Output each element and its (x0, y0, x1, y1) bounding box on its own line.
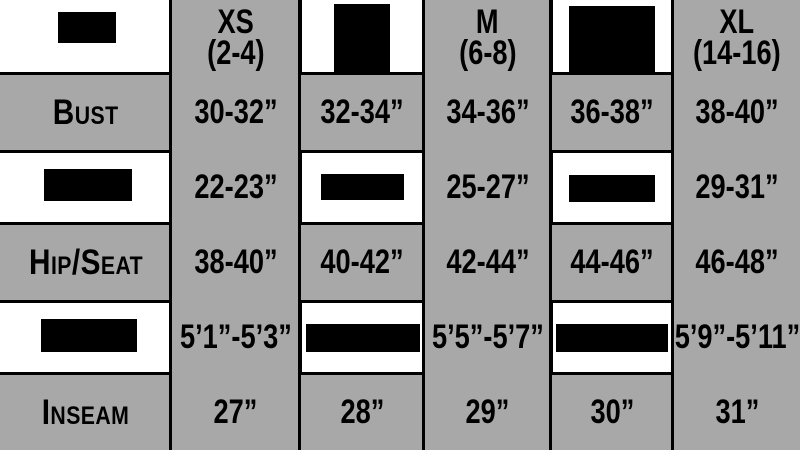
size-name: M (476, 2, 499, 41)
cell-hip-seat-hidden-size-2: 44-46” (550, 225, 674, 300)
cell-hip-seat-m: 42-44” (425, 225, 550, 300)
row-label-bust: Bust (0, 75, 172, 150)
cell-hidden-row-1-xl: 29-31” (674, 150, 800, 225)
redaction-box (306, 324, 420, 352)
redaction-box (334, 4, 390, 72)
row-label-inseam: Inseam (0, 375, 172, 450)
redacted-cell-row-1-size-2 (550, 150, 674, 225)
measurement-value: 29-31” (695, 168, 779, 206)
measurement-value: 25-27” (445, 168, 530, 206)
measurement-value: 5’9”-5’11” (674, 318, 800, 356)
measurement-value: 29” (465, 393, 510, 431)
measurement-value: 44-46” (570, 243, 654, 281)
redacted-cell-size-header-1 (299, 0, 425, 75)
cell-inseam-m: 29” (425, 375, 550, 450)
size-header-m: M (6-8) (425, 0, 550, 75)
row-label-text: Hip/Seat (28, 242, 144, 282)
cell-hip-seat-hidden-size-1: 40-42” (299, 225, 425, 300)
redaction-box (58, 12, 116, 43)
size-name: XS (217, 2, 254, 41)
size-name: XL (719, 2, 755, 41)
cell-hip-seat-xs: 38-40” (172, 225, 299, 300)
measurement-value: 42-44” (445, 243, 530, 281)
redaction-box (569, 6, 655, 72)
cell-inseam-xs: 27” (172, 375, 299, 450)
cell-hidden-row-2-m: 5’5”-5’7” (425, 300, 550, 375)
cell-inseam-hidden-size-1: 28” (299, 375, 425, 450)
measurement-value: 36-38” (570, 93, 654, 131)
size-header-xs: XS (2-4) (172, 0, 299, 75)
measurement-value: 38-40” (193, 243, 278, 281)
measurement-value: 28” (340, 393, 384, 431)
measurement-value: 22-23” (193, 168, 278, 206)
redacted-cell-row-1-size-1 (299, 150, 425, 225)
measurement-value: 30” (590, 393, 634, 431)
redacted-cell-row-label-header (0, 0, 172, 75)
measurement-value: 27” (213, 393, 258, 431)
cell-bust-m: 34-36” (425, 75, 550, 150)
redaction-box (321, 174, 404, 200)
cell-hidden-row-2-xl: 5’9”-5’11” (674, 300, 800, 375)
measurement-value: 46-48” (695, 243, 779, 281)
column-divider (549, 0, 552, 450)
cell-inseam-hidden-size-2: 30” (550, 375, 674, 450)
column-divider (422, 0, 425, 450)
cell-hidden-row-2-xs: 5’1”-5’3” (172, 300, 299, 375)
cell-bust-hidden-size-1: 32-34” (299, 75, 425, 150)
redaction-box (556, 324, 668, 352)
cell-inseam-xl: 31” (674, 375, 800, 450)
measurement-value: 32-34” (320, 93, 404, 131)
redacted-cell-row-2-size-2 (550, 300, 674, 375)
measurement-value: 31” (715, 393, 759, 431)
size-header-text: XL (14-16) (682, 2, 792, 72)
measurement-value: 5’5”-5’7” (431, 318, 544, 356)
cell-bust-hidden-size-2: 36-38” (550, 75, 674, 150)
row-label-text: Inseam (42, 392, 130, 432)
size-header-text: XS (2-4) (200, 2, 272, 72)
cell-bust-xs: 30-32” (172, 75, 299, 150)
size-header-text: M (6-8) (452, 2, 524, 72)
measurement-value: 40-42” (320, 243, 404, 281)
row-label-hip-seat: Hip/Seat (0, 225, 172, 300)
column-divider (169, 0, 172, 450)
redacted-cell-size-header-2 (550, 0, 674, 75)
redaction-box (41, 319, 137, 352)
redacted-cell-row-label-1 (0, 150, 172, 225)
size-range: (14-16) (693, 33, 781, 72)
column-divider (298, 0, 301, 450)
cell-hidden-row-1-m: 25-27” (425, 150, 550, 225)
measurement-value: 5’1”-5’3” (179, 318, 292, 356)
size-header-xl: XL (14-16) (674, 0, 800, 75)
size-range: (6-8) (458, 33, 517, 72)
cell-bust-xl: 38-40” (674, 75, 800, 150)
measurement-value: 30-32” (193, 93, 278, 131)
redacted-cell-row-label-2 (0, 300, 172, 375)
redacted-cell-row-2-size-1 (299, 300, 425, 375)
redaction-box (569, 175, 655, 202)
redaction-box (44, 169, 132, 201)
cell-hidden-row-1-xs: 22-23” (172, 150, 299, 225)
measurement-value: 34-36” (445, 93, 530, 131)
cell-hip-seat-xl: 46-48” (674, 225, 800, 300)
column-divider (671, 0, 674, 450)
measurement-value: 38-40” (695, 93, 779, 131)
row-label-text: Bust (53, 92, 119, 132)
size-range: (2-4) (206, 33, 265, 72)
